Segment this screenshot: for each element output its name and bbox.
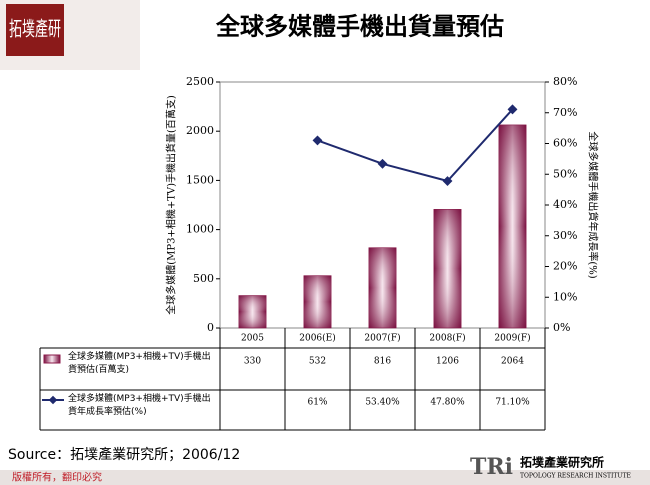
- legend-entry-box: 全球多媒體(MP3+相機+TV)手機出貨年成長率預估(%): [68, 394, 211, 417]
- line-marker: [442, 176, 453, 186]
- x-tick-label: 2006(E): [299, 333, 336, 344]
- x-tick-label: 2008(F): [429, 333, 465, 344]
- table-value: 53.40%: [365, 398, 400, 408]
- x-tick-label: 2005: [241, 334, 264, 344]
- table-value: 532: [309, 357, 326, 367]
- bar-shade: [368, 247, 397, 328]
- footer-bar: [0, 470, 650, 485]
- y2-tick-label: 0%: [553, 321, 570, 334]
- legend-swatch: [43, 354, 61, 364]
- y2-tick-label: 30%: [553, 229, 577, 242]
- logo-english: TOPOLOGY RESEARCH INSTITUTE: [520, 473, 631, 480]
- y-tick-label: 0: [207, 321, 214, 334]
- y2-tick-label: 60%: [553, 137, 577, 150]
- legend-swatch: [48, 395, 58, 405]
- y2-axis-label: 全球多媒體手機出貨年成長率(%): [587, 131, 600, 278]
- y-tick-label: 1000: [186, 223, 214, 236]
- source: Source：拓墣產業研究所；2006/12: [8, 446, 240, 463]
- bar-shade: [498, 124, 527, 328]
- legend-entry: 全球多媒體(MP3+相機+TV)手機出貨年成長率預估(%): [68, 394, 211, 417]
- bar-shade: [303, 275, 332, 328]
- table-value: 71.10%: [495, 398, 530, 408]
- legend-entry: 全球多媒體(MP3+相機+TV)手機出貨預估(百萬支): [68, 352, 211, 375]
- table-value: 816: [374, 357, 391, 367]
- y-axis-label: 全球多媒體(MP3+相機+TV)手機出貨量(百萬支): [165, 95, 178, 315]
- x-tick-label: 2007(F): [364, 333, 400, 344]
- table-value: 330: [244, 357, 261, 367]
- logo-box: [6, 4, 64, 56]
- logo-name: 拓墣產業研究所: [520, 455, 604, 470]
- line-marker: [312, 135, 323, 146]
- line-marker: [377, 158, 388, 169]
- chart-title: 全球多媒體手機出貨量預估: [215, 12, 504, 41]
- bar-shade: [433, 209, 462, 328]
- y-tick-label: 2000: [186, 124, 214, 137]
- x-tick-label: 2009(F): [494, 333, 530, 344]
- y2-tick-label: 50%: [553, 167, 577, 180]
- line: [317, 108, 514, 183]
- y-tick-label: 2500: [186, 75, 214, 88]
- y2-tick-label: 20%: [553, 260, 577, 273]
- logo-text: 拓墣產研: [9, 17, 61, 41]
- table-value: 61%: [307, 398, 327, 408]
- footer: 版權所有，翻印必究: [12, 471, 102, 484]
- y-tick-label: 500: [193, 272, 214, 285]
- y2-tick-label: 10%: [553, 290, 577, 303]
- logo-mark: TRi: [470, 454, 513, 480]
- table-value: 47.80%: [430, 398, 465, 408]
- legend-entry-box: 全球多媒體(MP3+相機+TV)手機出貨預估(百萬支): [68, 352, 211, 375]
- table-value: 1206: [436, 357, 459, 367]
- table-value: 2064: [501, 357, 524, 367]
- y-tick-label: 1500: [186, 173, 214, 186]
- bar-shade: [238, 295, 267, 328]
- y2-tick-label: 80%: [553, 75, 577, 88]
- y2-tick-label: 40%: [553, 198, 577, 211]
- y2-tick-label: 70%: [553, 106, 577, 119]
